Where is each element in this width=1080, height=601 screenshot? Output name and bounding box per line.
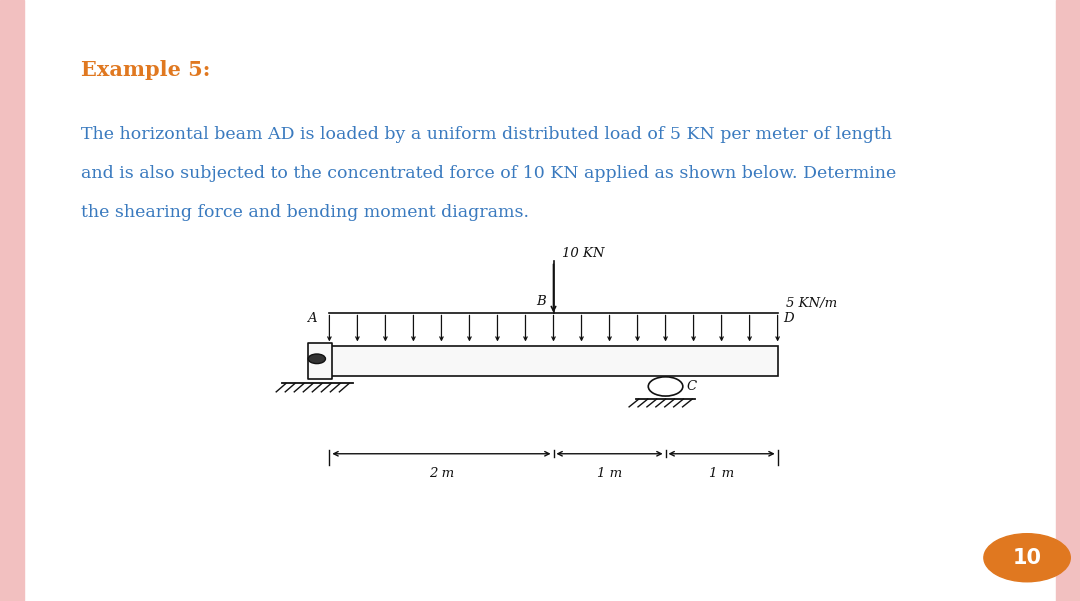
Text: B: B: [536, 294, 545, 308]
Text: the shearing force and bending moment diagrams.: the shearing force and bending moment di…: [81, 204, 529, 221]
Text: Example 5:: Example 5:: [81, 60, 211, 80]
Text: 10: 10: [1013, 548, 1041, 568]
Text: A: A: [307, 312, 316, 325]
Circle shape: [648, 377, 683, 396]
Text: 2 m: 2 m: [429, 467, 454, 480]
Text: C: C: [686, 380, 697, 393]
Bar: [0, 0, 24, 601]
Text: and is also subjected to the concentrated force of 10 KN applied as shown below.: and is also subjected to the concentrate…: [81, 165, 896, 182]
Text: 1 m: 1 m: [597, 467, 622, 480]
Text: 5 KN/m: 5 KN/m: [786, 296, 837, 310]
Circle shape: [984, 534, 1070, 582]
Bar: [1056, 0, 1080, 601]
Bar: [308, 343, 332, 379]
Text: 1 m: 1 m: [708, 467, 734, 480]
Circle shape: [308, 354, 325, 364]
Text: 10 KN: 10 KN: [562, 247, 605, 260]
Bar: [329, 346, 778, 376]
Text: The horizontal beam AD is loaded by a uniform distributed load of 5 KN per meter: The horizontal beam AD is loaded by a un…: [81, 126, 892, 143]
Text: D: D: [783, 312, 794, 325]
